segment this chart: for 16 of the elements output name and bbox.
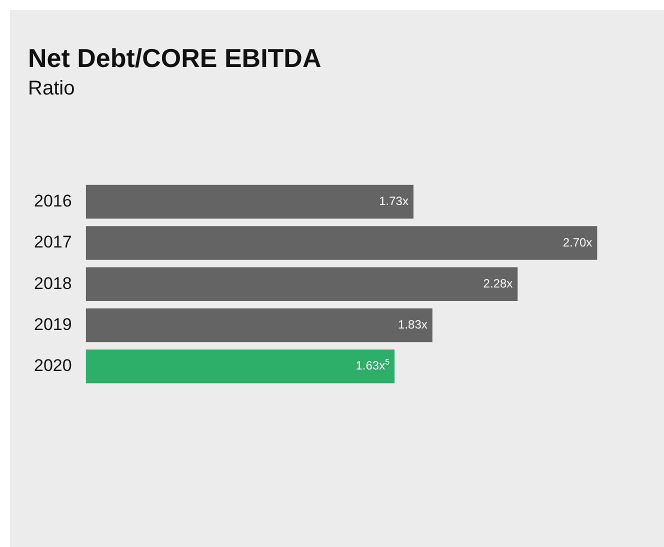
y-tick-label: 2020 [34, 356, 72, 376]
chart-title: Net Debt/CORE EBITDA [28, 42, 322, 73]
y-tick-label: 2017 [34, 232, 72, 252]
y-tick-label: 2018 [34, 274, 72, 293]
y-tick-label: 2019 [34, 314, 72, 334]
bar [86, 184, 414, 219]
data-label: 1.83x [398, 318, 428, 332]
data-label: 1.73x [379, 194, 408, 208]
bar [86, 226, 598, 260]
y-tick-label: 2016 [34, 191, 72, 210]
data-label: 2.28x [483, 276, 513, 290]
bar [86, 308, 432, 342]
bar [86, 350, 395, 384]
chart-subtitle: Ratio [28, 78, 75, 100]
data-label: 2.70x [562, 235, 592, 250]
bar [86, 267, 518, 301]
